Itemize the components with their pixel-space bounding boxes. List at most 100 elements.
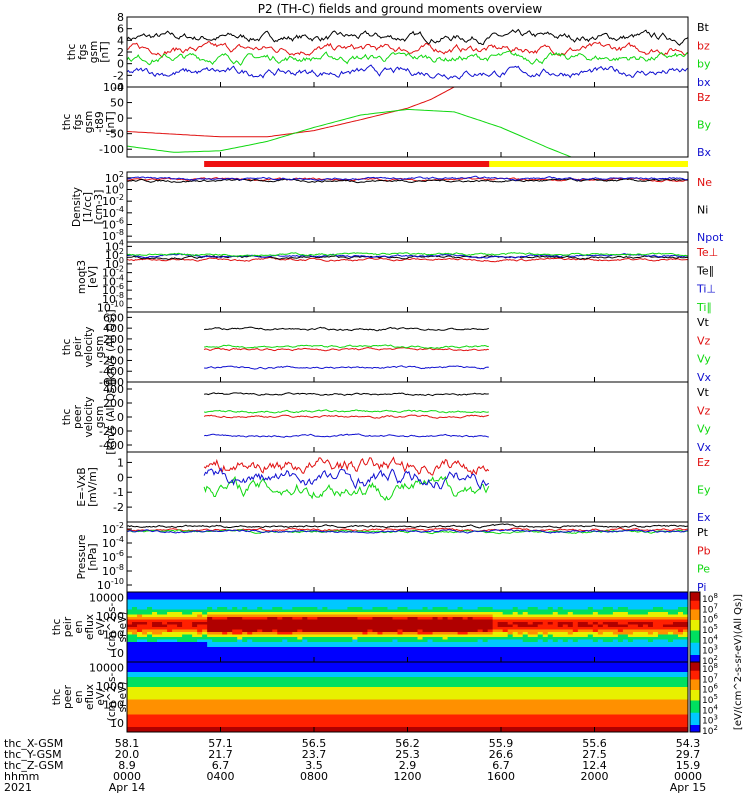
heatmap-cell	[162, 604, 168, 608]
heatmap-cell	[557, 639, 564, 643]
heatmap-cell	[392, 637, 399, 641]
heatmap-cell	[357, 652, 364, 656]
heatmap-cell	[562, 597, 569, 601]
heatmap-cell	[577, 609, 584, 613]
heatmap-cell	[612, 614, 619, 618]
heatmap-cell	[562, 694, 569, 698]
heatmap-cell	[597, 684, 604, 688]
heatmap-cell	[612, 647, 619, 651]
heatmap-cell	[202, 629, 208, 633]
heatmap-cell	[182, 689, 188, 693]
heatmap-cell	[182, 664, 188, 668]
heatmap-cell	[557, 674, 564, 678]
heatmap-cell	[252, 597, 258, 601]
heatmap-cell	[672, 649, 679, 653]
heatmap-cell	[297, 679, 303, 683]
heatmap-cell	[427, 652, 434, 656]
heatmap-cell	[517, 662, 524, 666]
heatmap-cell	[667, 664, 674, 668]
heatmap-cell	[332, 609, 338, 613]
heatmap-cell	[187, 687, 193, 691]
heatmap-cell	[207, 694, 213, 698]
heatmap-cell	[557, 629, 564, 633]
heatmap-cell	[307, 664, 313, 668]
heatmap-cell	[577, 652, 584, 656]
heatmap-cell	[427, 594, 434, 598]
heatmap-cell	[257, 627, 263, 631]
heatmap-cell	[262, 684, 268, 688]
heatmap-cell	[277, 669, 283, 673]
heatmap-cell	[357, 619, 364, 623]
heatmap-cell	[127, 597, 133, 601]
heatmap-cell	[617, 612, 624, 616]
heatmap-cell	[482, 642, 489, 646]
heatmap-cell	[662, 647, 669, 651]
heatmap-cell	[372, 694, 379, 698]
heatmap-cell	[327, 592, 333, 596]
heatmap-cell	[337, 604, 343, 608]
heatmap-cell	[142, 669, 148, 673]
heatmap-cell	[287, 674, 293, 678]
heatmap-cell	[377, 667, 384, 671]
heatmap-cell	[192, 664, 198, 668]
heatmap-cell	[192, 679, 198, 683]
legend-ti⊥: Ti⊥	[696, 283, 716, 296]
heatmap-cell	[392, 694, 399, 698]
heatmap-cell	[232, 664, 238, 668]
heatmap-cell	[147, 674, 153, 678]
heatmap-cell	[137, 597, 143, 601]
heatmap-cell	[567, 599, 574, 603]
heatmap-cell	[547, 637, 554, 641]
heatmap-cell	[577, 629, 584, 633]
heatmap-cell	[367, 662, 374, 666]
heatmap-cell	[312, 627, 318, 631]
heatmap-cell	[267, 689, 273, 693]
heatmap-cell	[657, 649, 664, 653]
heatmap-cell	[457, 634, 464, 638]
heatmap-cell	[387, 647, 394, 651]
heatmap-cell	[677, 674, 684, 678]
heatmap-cell	[367, 599, 374, 603]
heatmap-cell	[262, 669, 268, 673]
heatmap-cell	[377, 609, 384, 613]
heatmap-cell	[677, 677, 684, 681]
heatmap-cell	[637, 667, 644, 671]
heatmap-cell	[197, 669, 203, 673]
heatmap-cell	[217, 602, 223, 606]
heatmap-cell	[377, 644, 384, 648]
heatmap-cell	[192, 672, 198, 676]
heatmap-cell	[142, 644, 148, 648]
heatmap-cell	[232, 627, 238, 631]
heatmap-cell	[537, 654, 544, 658]
heatmap-cell	[337, 662, 343, 666]
heatmap-cell	[212, 602, 218, 606]
heatmap-cell	[172, 667, 178, 671]
legend-vy: Vy	[697, 423, 711, 436]
heatmap-cell	[222, 637, 228, 641]
heatmap-cell	[447, 657, 454, 661]
heatmap-cell	[602, 677, 609, 681]
heatmap-cell	[612, 664, 619, 668]
heatmap-cell	[327, 637, 333, 641]
heatmap-cell	[407, 597, 414, 601]
heatmap-cell	[647, 642, 654, 646]
heatmap-cell	[252, 632, 258, 636]
heatmap-cell	[307, 642, 313, 646]
heatmap-cell	[257, 602, 263, 606]
heatmap-cell	[157, 599, 163, 603]
heatmap-cell	[602, 644, 609, 648]
heatmap-cell	[242, 674, 248, 678]
heatmap-cell	[657, 629, 664, 633]
heatmap-cell	[482, 667, 489, 671]
heatmap-cell	[202, 679, 208, 683]
heatmap-cell	[652, 649, 659, 653]
heatmap-cell	[337, 682, 343, 686]
heatmap-cell	[527, 594, 534, 598]
heatmap-cell	[332, 682, 338, 686]
heatmap-cell	[197, 602, 203, 606]
heatmap-cell	[217, 607, 223, 611]
heatmap-cell	[612, 609, 619, 613]
heatmap-cell	[657, 594, 664, 598]
heatmap-cell	[172, 642, 178, 646]
heatmap-cell	[347, 629, 354, 633]
